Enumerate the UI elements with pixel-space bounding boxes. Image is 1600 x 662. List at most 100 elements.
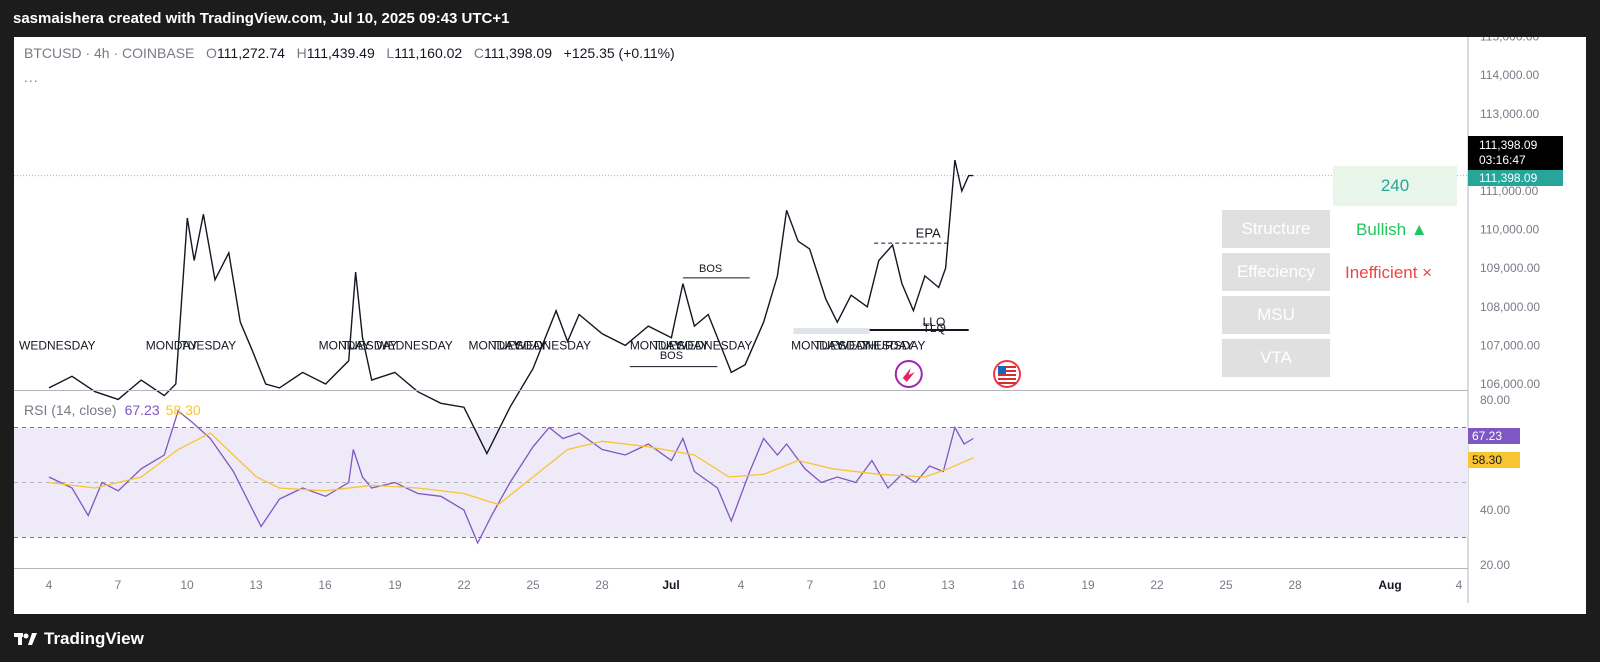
symbol-legend: BTCUSD · 4h · COINBASE O111,272.74 H111,… — [24, 45, 675, 61]
symbol-name[interactable]: BTCUSD · 4h · COINBASE — [24, 45, 195, 61]
time-axis-divider — [14, 568, 1468, 569]
last-price-value: 111,398.09 — [1479, 138, 1538, 152]
price-tick-label: 108,000.00 — [1480, 300, 1540, 314]
rsi-tick-label: 80.00 — [1480, 393, 1510, 407]
day-label: TUESDAY — [342, 338, 398, 352]
day-label: MONDAY — [468, 338, 520, 352]
time-tick-label: 4 — [1456, 578, 1463, 592]
epa-label: EPA — [916, 225, 941, 240]
price-tick-label: 111,000.00 — [1480, 184, 1539, 198]
open-value: 111,272.74 — [216, 45, 285, 61]
time-tick-label: 13 — [941, 578, 955, 592]
time-tick-label: 28 — [595, 578, 609, 592]
price-tick-label: 115,000.00 — [1480, 37, 1539, 44]
flag-stripe — [998, 378, 1016, 380]
low-label: L — [386, 45, 395, 61]
tradingview-logo[interactable]: TradingView — [14, 628, 144, 650]
pane-divider[interactable] — [14, 390, 1468, 391]
structure-value: Bullish ▲ — [1356, 220, 1428, 239]
time-tick-label: 19 — [1081, 578, 1095, 592]
time-tick-label: 10 — [180, 578, 194, 592]
flag-stripe — [998, 366, 1016, 368]
day-label: MONDAY — [791, 338, 843, 352]
price-tick-label: 109,000.00 — [1480, 261, 1540, 275]
bos-label: BOS — [660, 350, 683, 362]
efficiency-label: Effeciency — [1222, 253, 1330, 291]
flag-stripe — [998, 370, 1016, 372]
llq-label: LLQ — [923, 315, 946, 329]
more-indicators[interactable]: ... — [24, 69, 39, 85]
rsi-ma-value: 58.30 — [165, 402, 201, 418]
time-tick-label: 16 — [1011, 578, 1025, 592]
time-tick-label: 16 — [318, 578, 332, 592]
day-label: MONDAY — [630, 338, 682, 352]
rsi-label[interactable]: RSI (14, close) — [24, 402, 117, 418]
day-label: TUESDAY — [814, 338, 870, 352]
lightning-icon — [902, 368, 915, 382]
last-price-tag-2: 111,398.09 — [1468, 170, 1563, 186]
rsi-line — [48, 409, 974, 545]
price-tick-label: 114,000.00 — [1480, 68, 1539, 82]
tradingview-logo-text: TradingView — [44, 629, 144, 648]
time-tick-label: 25 — [526, 578, 540, 592]
tradingview-logo-icon — [14, 633, 37, 645]
time-tick-label: 13 — [249, 578, 263, 592]
close-label: C — [473, 45, 484, 61]
day-label: WEDNESDAY — [515, 338, 591, 352]
high-value: 111,439.49 — [306, 45, 375, 61]
day-label: WEDNESDAY — [376, 338, 452, 352]
vta-label: VTA — [1222, 339, 1330, 377]
msu-label: MSU — [1222, 296, 1330, 334]
chart-header: sasmaishera created with TradingView.com… — [0, 0, 1600, 37]
rsi-tick-label: 20.00 — [1480, 558, 1510, 572]
high-label: H — [296, 45, 307, 61]
bos-label: BOS — [699, 263, 722, 275]
time-tick-label: 7 — [807, 578, 814, 592]
rsi-legend: RSI (14, close) 67.23 58.30 — [24, 402, 201, 418]
time-tick-label: Jul — [662, 578, 679, 592]
structure-label: Structure — [1222, 210, 1330, 248]
flag-stripe — [998, 374, 1016, 376]
price-chart-svg: 115,000.00114,000.00113,000.00112,000.00… — [14, 37, 1540, 603]
bar-countdown: 03:16:47 — [1479, 153, 1526, 167]
day-label: THURSDAY — [860, 338, 925, 352]
day-label: TUESDAY — [653, 338, 709, 352]
liquidity-zone — [793, 328, 870, 335]
chart-title: sasmaishera created with TradingView.com… — [13, 10, 510, 27]
time-tick-label: 25 — [1219, 578, 1233, 592]
time-tick-label: 7 — [115, 578, 122, 592]
rsi-value: 67.23 — [124, 402, 160, 418]
count-box: 240 — [1333, 166, 1457, 206]
day-label: WEDNESDAY — [837, 338, 913, 352]
time-tick-label: 10 — [872, 578, 886, 592]
tlq-label: TLQ — [923, 321, 946, 335]
ai-event-icon — [894, 360, 923, 388]
price-tick-label: 107,000.00 — [1480, 338, 1540, 352]
rsi-ma-line — [48, 432, 974, 506]
chart-canvas[interactable]: BTCUSD · 4h · COINBASE O111,272.74 H111,… — [14, 37, 1586, 614]
time-tick-label: 4 — [738, 578, 745, 592]
price-tick-label: 113,000.00 — [1480, 107, 1539, 121]
time-tick-label: 28 — [1288, 578, 1302, 592]
last-price-tag: 111,398.09 03:16:47 — [1468, 136, 1563, 172]
change-value: +125.35 (+0.11%) — [563, 45, 675, 61]
us-flag-icon — [993, 360, 1021, 388]
flag-stripe — [998, 382, 1016, 384]
day-label: MONDAY — [319, 338, 371, 352]
footer: TradingView — [0, 614, 1600, 662]
day-label: TUESDAY — [180, 338, 236, 352]
time-tick-label: 22 — [1150, 578, 1164, 592]
day-label: WEDNESDAY — [19, 338, 95, 352]
time-tick-label: 22 — [457, 578, 471, 592]
low-value: 111,160.02 — [394, 45, 463, 61]
efficiency-value: Inefficient × — [1345, 263, 1433, 282]
time-tick-label: Aug — [1378, 578, 1401, 592]
btcusd-price-line — [48, 159, 974, 456]
rsi-tick-label: 40.00 — [1480, 503, 1510, 517]
open-label: O — [206, 45, 217, 61]
day-label: TUESDAY — [492, 338, 548, 352]
price-tick-label: 110,000.00 — [1480, 223, 1539, 237]
day-label: WEDNESDAY — [676, 338, 752, 352]
price-tick-label: 106,000.00 — [1480, 377, 1540, 391]
day-label: MONDAY — [146, 338, 198, 352]
